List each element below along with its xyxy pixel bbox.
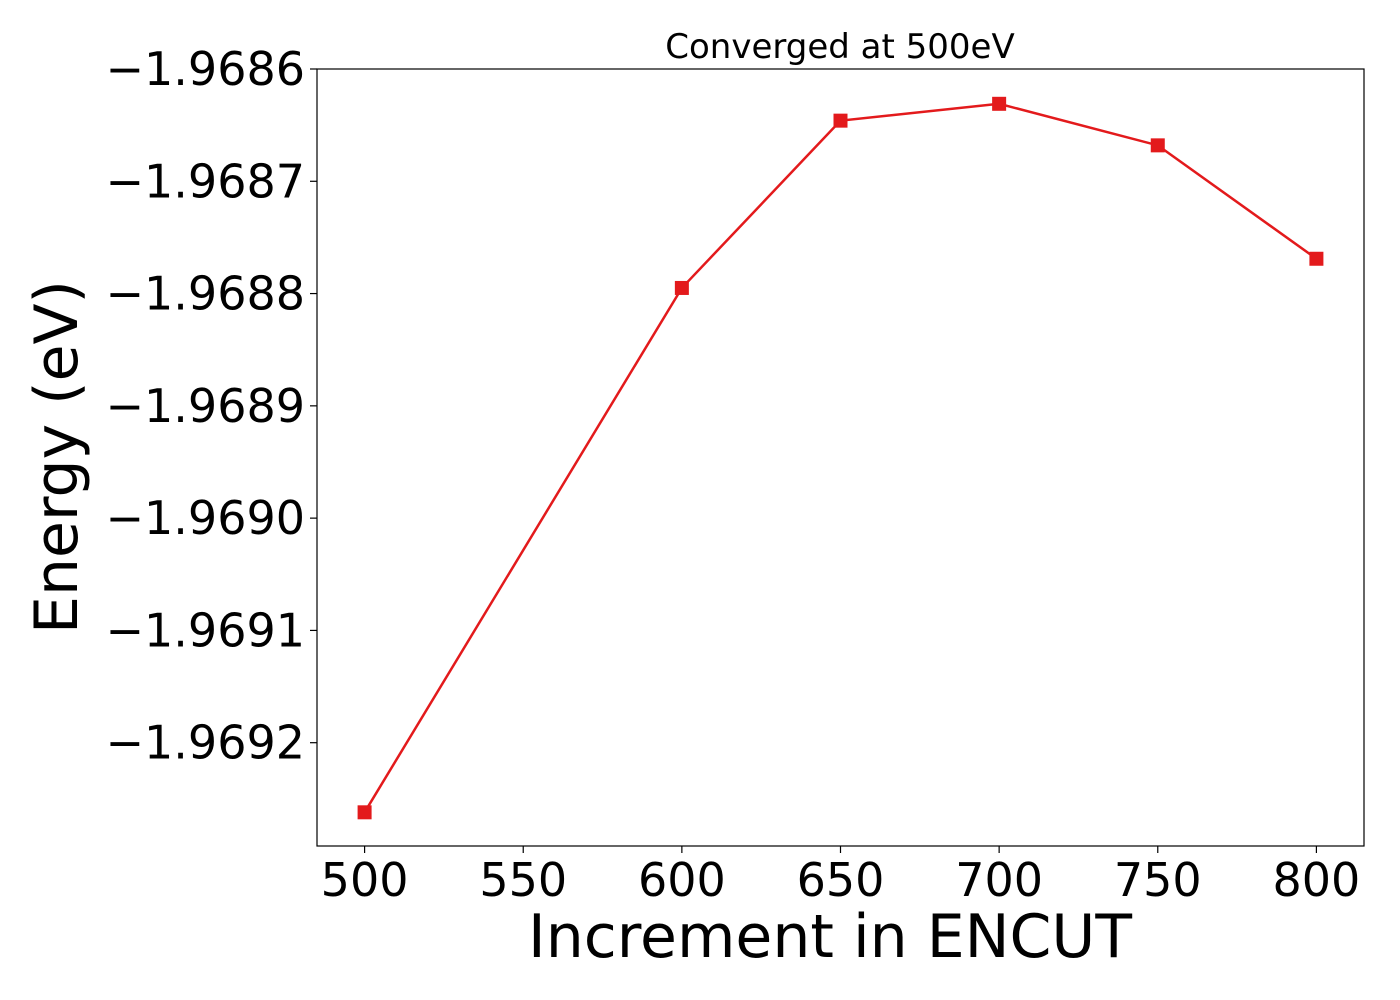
y-tick-label: −1.9688 <box>106 267 306 321</box>
y-tick-label: −1.9687 <box>106 154 306 208</box>
x-tick-label: 500 <box>321 853 409 907</box>
y-tick-label: −1.9692 <box>106 716 306 770</box>
data-point <box>992 96 1007 111</box>
y-axis: −1.9692 −1.9691 −1.9690 −1.9689 −1.9688 −1.96… <box>106 42 317 770</box>
plot-frame <box>316 68 1365 847</box>
data-point <box>674 280 689 295</box>
x-tick-label: 600 <box>638 853 726 907</box>
data-point <box>1150 138 1165 153</box>
x-axis-label: Increment in ENCUT <box>528 902 1132 972</box>
y-axis-label: Energy (eV) <box>22 280 92 634</box>
x-tick-label: 550 <box>479 853 567 907</box>
data-point <box>1309 251 1324 266</box>
x-tick-label: 750 <box>1114 853 1202 907</box>
x-tick-label: 800 <box>1273 853 1361 907</box>
x-tick-label: 700 <box>955 853 1043 907</box>
series-line <box>363 102 1318 813</box>
x-axis: 500 550 600 650 700 750 800 <box>321 846 1361 907</box>
data-point <box>833 113 848 128</box>
y-tick-label: −1.9689 <box>106 379 306 433</box>
y-tick-label: −1.9690 <box>106 491 306 545</box>
y-tick-label: −1.9686 <box>106 42 306 96</box>
series-layer <box>357 96 1324 820</box>
data-point <box>357 805 372 820</box>
x-tick-label: 650 <box>797 853 885 907</box>
chart-title: Converged at 500eV <box>665 27 1014 67</box>
y-tick-label: −1.9691 <box>106 603 306 657</box>
plot-area: 500 550 600 650 700 750 800 −1.9692−1.9691−1.9… <box>106 42 1365 907</box>
